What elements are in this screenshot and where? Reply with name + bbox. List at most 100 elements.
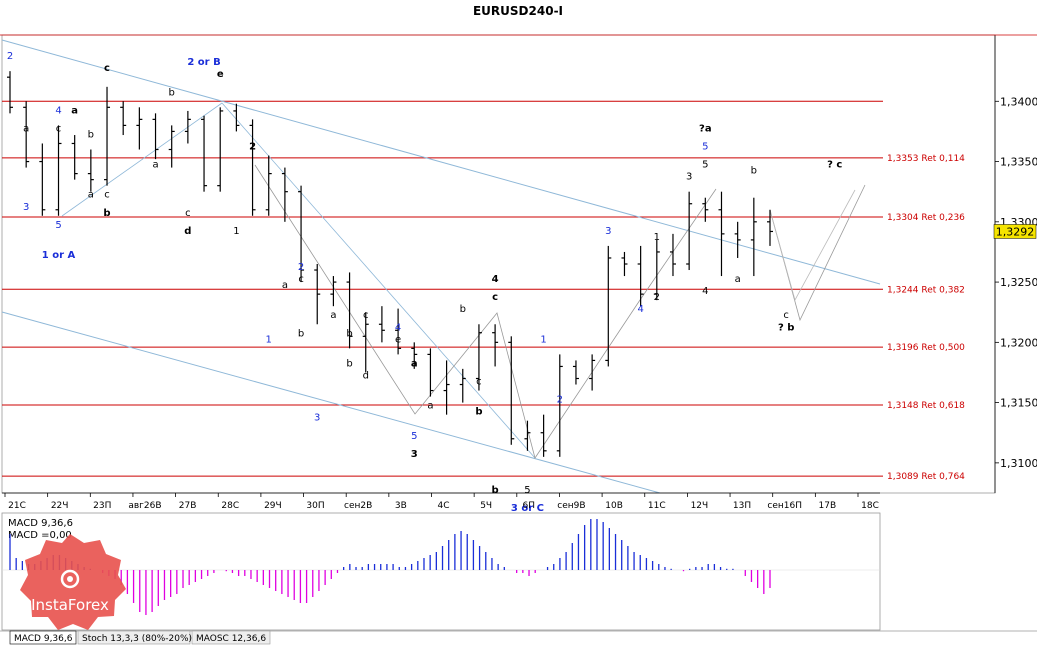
tab-maosc[interactable] <box>191 630 271 645</box>
fib-label: 1,3304 Ret 0,236 <box>887 213 965 223</box>
wave-label: c <box>298 274 304 285</box>
trend-channel <box>1 39 881 494</box>
price-bar <box>492 324 499 367</box>
price-bar <box>395 308 402 355</box>
wave-label: a <box>23 123 29 134</box>
x-tick-label: 6П <box>523 501 536 511</box>
y-tick-label: 1,3250 <box>1000 276 1037 289</box>
wave-line-2b <box>61 102 223 217</box>
price-bar <box>750 197 757 277</box>
channel-lower-line <box>1 311 661 494</box>
wave-label: b <box>298 328 304 339</box>
price-bar <box>734 221 741 258</box>
wave-label: b <box>751 166 757 177</box>
wave-label: a <box>88 190 94 201</box>
fibonacci-levels: 1,3353 Ret 0,114 1,3304 Ret 0,236 1,3244 R… <box>2 100 965 482</box>
instaforex-gear-icon <box>60 569 80 589</box>
price-bar <box>71 135 78 180</box>
price-bar <box>508 336 515 445</box>
wave-label: 5 <box>524 485 530 496</box>
projection-path-1 <box>769 184 866 322</box>
price-bar <box>249 119 256 216</box>
x-tick-label: 27В <box>179 501 197 511</box>
x-tick-label: 12Ч <box>691 501 709 511</box>
wave-label: a <box>282 280 288 291</box>
wave-label: b <box>169 87 175 98</box>
price-bar <box>556 354 563 457</box>
y-tick-label: 1,3350 <box>1000 156 1037 169</box>
price-bar <box>217 107 224 192</box>
x-tick-label: 4С <box>437 501 449 511</box>
wave-label: 4 <box>492 274 499 285</box>
price-bar <box>362 312 369 373</box>
price-bar <box>184 110 191 144</box>
instaforex-logo: InstaForex <box>20 534 126 630</box>
price-bar <box>653 239 660 301</box>
wave-label: 4 <box>637 304 643 315</box>
wave-label: 3 <box>23 202 29 213</box>
wave-label: c <box>492 292 498 303</box>
wave-label: a <box>735 274 741 285</box>
x-tick-label: сен2В <box>344 501 372 511</box>
wave-lines <box>254 164 866 459</box>
price-bar <box>39 143 46 216</box>
wave-label: a <box>427 401 433 412</box>
price-bars <box>7 71 773 457</box>
wave-label: e <box>395 334 401 345</box>
price-bar <box>459 368 466 403</box>
price-bar <box>104 86 111 186</box>
wave-label: b <box>346 328 352 339</box>
price-bar <box>265 155 272 216</box>
wave-label: 1 or A <box>42 250 76 261</box>
x-tick-label: 11С <box>648 501 666 511</box>
tab-macd-label: MACD 9,36,6 <box>14 634 73 644</box>
wave-label: d <box>184 226 191 237</box>
fib-label: 1,3244 Ret 0,382 <box>887 285 965 295</box>
price-bar <box>7 71 13 114</box>
wave-label: c <box>104 190 110 201</box>
x-tick-label: авг26В <box>128 501 161 511</box>
price-bar <box>233 103 240 132</box>
price-bar <box>152 113 159 160</box>
x-tick-label: сен9В <box>557 501 585 511</box>
wave-label: b <box>346 358 352 369</box>
tab-macd[interactable] <box>9 630 77 645</box>
price-bar <box>443 360 450 415</box>
wave-label: 2 <box>298 262 304 273</box>
price-bar <box>589 354 596 391</box>
wave-label: ? b <box>778 322 794 333</box>
logo-badge <box>20 534 126 630</box>
wave-label: b <box>492 485 499 496</box>
current-price-tag: 1,3292 <box>993 224 1037 239</box>
price-bar <box>524 420 531 451</box>
price-bar <box>330 276 337 307</box>
wave-label: c <box>476 377 482 388</box>
price-bar <box>718 191 725 277</box>
wave-label: 2 <box>7 51 13 62</box>
x-tick-label: 29Ч <box>264 501 282 511</box>
price-bar <box>621 251 628 277</box>
price-bar <box>427 348 434 397</box>
chart-title: EURUSD240-I <box>473 4 563 18</box>
price-bar <box>767 209 773 246</box>
wave-label: 1 <box>540 334 546 345</box>
wave-label: 5 <box>702 160 708 171</box>
wave-label: c <box>363 310 369 321</box>
wave-label: e <box>217 69 224 80</box>
wave-label: 3 <box>686 172 692 183</box>
wave-path <box>254 164 717 459</box>
wave-label: ?a <box>699 123 712 134</box>
wave-label: 5 <box>702 142 708 153</box>
y-tick-label: 1,3100 <box>1000 457 1037 470</box>
x-tick-label: 22Ч <box>51 501 69 511</box>
wave-label: d <box>363 371 369 382</box>
fib-label: 1,3196 Ret 0,500 <box>887 343 965 353</box>
wave-label: 5 <box>411 431 417 442</box>
wave-label: a <box>71 105 78 116</box>
price-bar <box>87 149 94 192</box>
wave-label: 2 <box>654 292 660 303</box>
projection-path-2 <box>769 189 856 302</box>
fib-label: 1,3353 Ret 0,114 <box>887 154 965 164</box>
tab-stoch[interactable] <box>77 630 191 645</box>
